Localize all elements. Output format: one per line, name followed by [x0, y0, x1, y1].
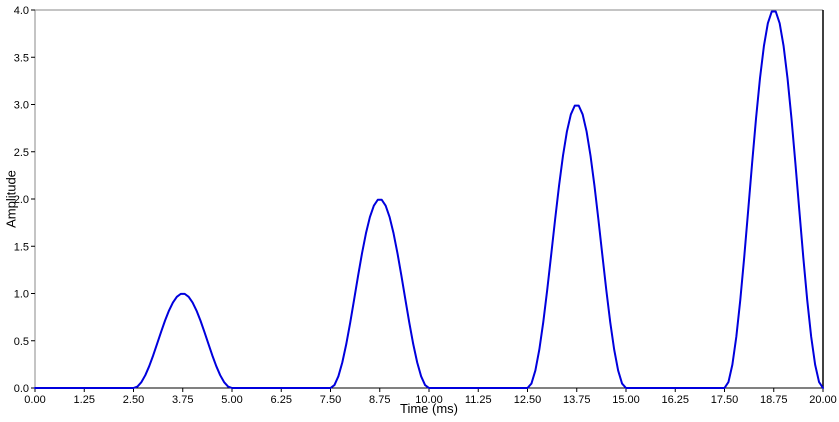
y-tick-label: 3.5	[14, 52, 29, 64]
x-tick-label: 2.50	[123, 394, 144, 406]
x-tick-label: 20.00	[809, 394, 837, 406]
x-tick-label: 0.00	[24, 394, 45, 406]
y-tick-label: 3.0	[14, 100, 29, 112]
x-tick-label: 8.75	[369, 394, 390, 406]
x-tick-label: 16.25	[661, 394, 689, 406]
x-tick-label: 6.25	[271, 394, 292, 406]
x-tick-label: 5.00	[221, 394, 242, 406]
y-tick-label: 1.5	[14, 241, 29, 253]
x-tick-label: 10.00	[415, 394, 443, 406]
y-axis-title: Amplitude	[3, 170, 19, 228]
x-tick-label: 7.50	[320, 394, 341, 406]
y-axis-ticks: 0.0 0.5 1.0 1.5 2.0 2.5 3.0 3.5 4.0	[14, 5, 35, 395]
y-tick-label: 1.0	[14, 289, 29, 301]
x-tick-label: 12.50	[514, 394, 542, 406]
x-tick-label: 15.00	[612, 394, 640, 406]
x-tick-label: 3.75	[172, 394, 193, 406]
x-axis-title: Time (ms)	[399, 401, 458, 416]
x-tick-label: 1.25	[74, 394, 95, 406]
x-axis-ticks: 0.00 1.25 2.50 3.75 5.00 6.25 7.50 8.75 10.00 11.…	[24, 388, 837, 406]
y-tick-label: 0.0	[14, 383, 29, 395]
plot-frame	[34, 9, 824, 389]
x-tick-label: 11.25	[465, 394, 492, 406]
x-tick-label: 17.50	[711, 394, 739, 406]
x-tick-label: 18.75	[760, 394, 788, 406]
y-tick-label: 2.0	[14, 194, 29, 206]
x-tick-label: 13.75	[563, 394, 591, 406]
y-tick-label: 4.0	[14, 5, 29, 17]
y-tick-label: 0.5	[14, 336, 29, 348]
y-tick-label: 2.5	[14, 147, 29, 159]
series-pulse-train	[34, 10, 824, 389]
